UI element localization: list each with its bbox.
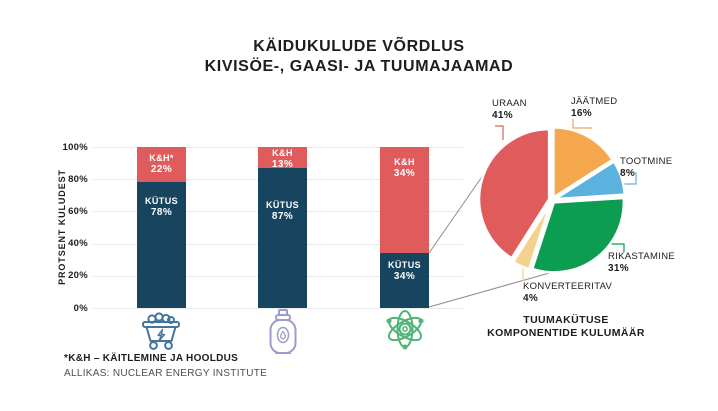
footnote-kh-definition: *K&H – KÄITLEMINE JA HOOLDUS (64, 353, 239, 364)
bar-coal-cart-icon: K&H* 22% KÜTUS 78% (137, 147, 186, 308)
y-tick-label: 40% (68, 238, 88, 250)
footnote-source: ALLIKAS: NUCLEAR ENERGY INSTITUTE (64, 368, 268, 379)
pie-slice-tootmine (553, 160, 626, 201)
bar-segment-label: K&H 34% (393, 157, 416, 179)
gridline-0% (93, 308, 463, 309)
jaatmed-leader-line (572, 119, 592, 129)
bar-segment-ktus: KÜTUS 78% (137, 182, 186, 308)
y-axis-label: PROTSENT KULUDEST (57, 169, 67, 285)
gas-cylinder-icon (269, 309, 297, 354)
y-tick-label: 60% (68, 205, 88, 217)
pie-slice-jäätmed (552, 126, 614, 199)
bar-segment-kh: K&H* 22% (137, 147, 186, 183)
pie-caption-line-1: TUUMAKÜTUSE (523, 314, 609, 326)
bar-gas-cylinder-icon: K&H 13% KÜTUS 87% (258, 147, 307, 308)
pie-slice-konverteeritav (511, 201, 552, 271)
pie-caption: TUUMAKÜTUSE KOMPONENTIDE KULUMÄÄR (468, 314, 664, 339)
bar-segment-label: KÜTUS 87% (266, 199, 299, 222)
coal-cart-icon (142, 312, 180, 350)
y-tick-label: 0% (73, 302, 88, 314)
bar-segment-label: KÜTUS 34% (388, 260, 421, 283)
pie-caption-line-2: KOMPONENTIDE KULUMÄÄR (487, 326, 645, 339)
pie-label-konverteeritav: KONVERTEERITAV 4% (523, 281, 613, 304)
bar-segment-ktus: KÜTUS 87% (258, 167, 307, 308)
pie-label-tootmine: TOOTMINE 8% (620, 156, 673, 179)
bar-atom-icon: K&H 34% KÜTUS 34% (380, 147, 429, 308)
bar-segment-kh: K&H 13% (258, 147, 307, 170)
bar-segment-label: K&H 13% (271, 148, 294, 170)
y-tick-label: 100% (62, 141, 88, 153)
pie-slice-uraan (477, 127, 551, 260)
title-line-2: KIVISÖE-, GAASI- JA TUUMAJAAMAD (204, 58, 514, 75)
uraan-leader-line (495, 125, 504, 140)
bar-segment-label: KÜTUS 78% (145, 196, 178, 219)
pie-label-uraan: URAAN 41% (492, 98, 527, 121)
bar-segment-kh: K&H 34% (380, 147, 429, 254)
pie-label-rikastamine: RIKASTAMINE 31% (608, 251, 675, 274)
pie-label-jaatmed: JÄÄTMED 16% (571, 96, 618, 119)
bar-segment-ktus: KÜTUS 34% (380, 253, 429, 308)
y-tick-label: 20% (68, 270, 88, 282)
title-line-1: KÄIDUKULUDE VÕRDLUS (253, 38, 465, 55)
atom-icon (386, 310, 424, 350)
page-title: KÄIDUKULUDE VÕRDLUS KIVISÖE-, GAASI- JA … (0, 37, 718, 77)
bar-segment-label: K&H* 22% (149, 153, 174, 175)
y-tick-label: 80% (68, 173, 88, 185)
